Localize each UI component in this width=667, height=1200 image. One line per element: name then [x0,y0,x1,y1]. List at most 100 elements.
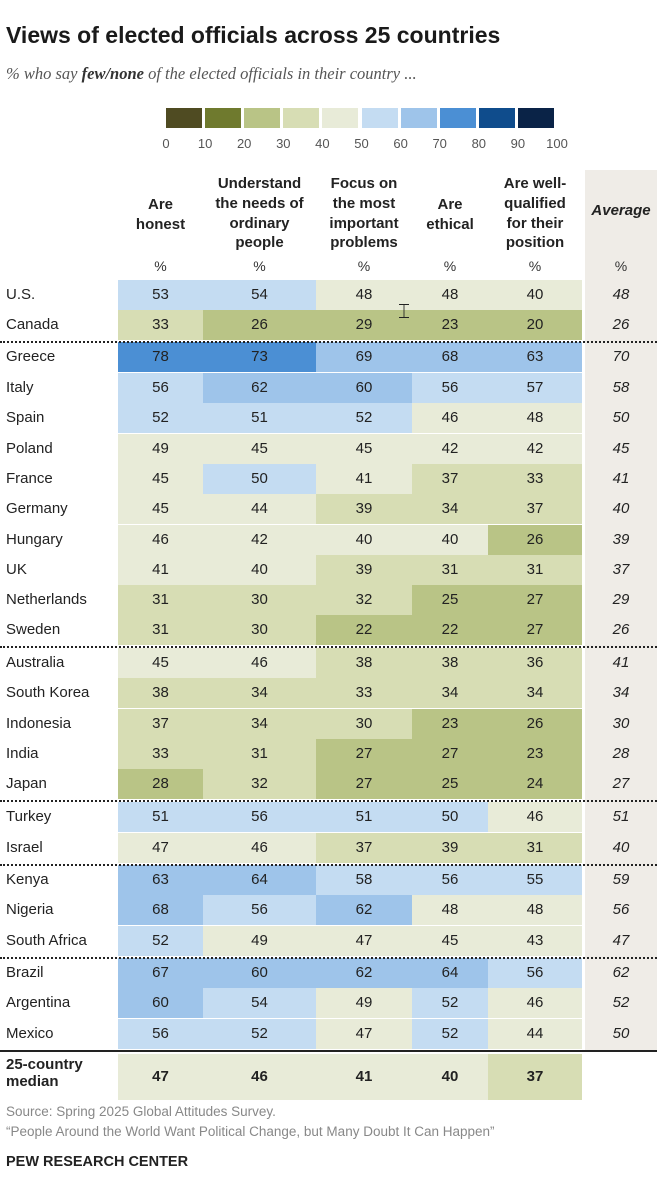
row-label: Australia [6,654,65,671]
table-cell: 56 [118,1019,203,1049]
table-cell: 27 [488,585,582,615]
table-cell: 45 [118,648,203,678]
table-cell: 41 [316,464,412,494]
table-cell: 46 [412,403,488,433]
table-cell: 51 [316,802,412,832]
average-cell: 29 [612,591,630,608]
average-cell: 48 [612,286,630,303]
row-label: Canada [6,316,59,333]
table-cell: 38 [316,648,412,678]
average-cell: 26 [612,621,630,638]
table-cell: 45 [412,926,488,956]
table-cell: 60 [316,373,412,403]
text-cursor-icon: ⌶ [398,301,410,323]
table-cell: 40 [316,525,412,555]
table-cell: 45 [118,494,203,524]
table-cell: 56 [412,865,488,895]
table-cell: 46 [488,988,582,1018]
table-cell: 34 [203,709,316,739]
table-cell: 68 [412,342,488,372]
region-separator [0,864,657,866]
table-cell: 49 [316,988,412,1018]
table-cell: 56 [488,958,582,988]
row-label: India [6,745,39,762]
table-cell: 47 [118,833,203,863]
table-cell: 50 [203,464,316,494]
table-cell: 41 [118,555,203,585]
row-label: Sweden [6,621,61,638]
row-label: Hungary [6,531,63,548]
table-cell: 52 [118,926,203,956]
average-cell: 51 [612,808,630,825]
table-cell: 43 [488,926,582,956]
table-cell: 22 [316,615,412,645]
table-cell: 26 [488,709,582,739]
average-cell: 30 [612,715,630,732]
table-cell: 24 [488,769,582,799]
table-cell: 33 [316,678,412,708]
legend-swatch-0 [166,108,202,128]
table-cell: 52 [316,403,412,433]
source-note: Source: Spring 2025 Global Attitudes Sur… [6,1102,495,1141]
table-cell: 44 [203,494,316,524]
column-unit-label: % [614,258,628,274]
average-cell: 40 [612,839,630,856]
subtitle-suffix: of the elected officials in their countr… [143,64,417,83]
legend-swatch-5 [361,108,398,128]
average-cell: 50 [612,1025,630,1042]
table-cell: 42 [488,434,582,464]
table-cell: 31 [203,739,316,769]
table-cell: 52 [412,1019,488,1049]
average-column-background [585,170,657,1050]
row-label: U.S. [6,286,36,303]
table-cell: 34 [412,678,488,708]
legend-tick: 30 [276,136,291,151]
median-cell: 37 [488,1054,582,1100]
table-cell: 37 [118,709,203,739]
row-label: Italy [6,379,34,396]
source-text: Source: Spring 2025 Global Attitudes Sur… [6,1104,276,1119]
table-cell: 48 [412,895,488,925]
table-cell: 33 [118,739,203,769]
row-label: Netherlands [6,591,87,608]
row-label: Indonesia [6,715,72,732]
legend-tick: 80 [471,136,487,151]
legend-tick: 70 [432,136,447,151]
row-label: UK [6,561,27,578]
table-cell: 37 [412,464,488,494]
column-header-3: Are ethical [426,196,474,233]
table-cell: 48 [316,280,412,310]
table-cell: 53 [118,280,203,310]
table-cell: 50 [412,802,488,832]
table-cell: 27 [316,769,412,799]
table-cell: 40 [412,525,488,555]
table-cell: 25 [412,769,488,799]
table-cell: 56 [203,895,316,925]
legend-swatch-1 [205,108,242,128]
row-label: Brazil [6,964,44,981]
table-cell: 51 [203,403,316,433]
table-cell: 49 [203,926,316,956]
row-label: Spain [6,409,45,426]
table-cell: 29 [316,310,412,340]
row-label: Argentina [6,994,71,1011]
table-cell: 48 [412,280,488,310]
table-cell: 20 [488,310,582,340]
average-cell: 56 [612,901,630,918]
table-cell: 27 [488,615,582,645]
column-unit-label: % [154,258,167,274]
column-unit-label: % [443,258,457,274]
column-header-4: Are well-qualified for their position [503,175,567,252]
legend-tick: 0 [162,136,170,151]
table-cell: 23 [412,310,488,340]
table-cell: 52 [118,403,203,433]
table-cell: 23 [412,709,488,739]
table-cell: 33 [488,464,582,494]
subtitle-bold: few/none [81,64,144,83]
median-label-line-1: 25-country [6,1056,83,1073]
table-cell: 78 [118,342,203,372]
subtitle-prefix: % who say [6,64,82,83]
table-cell: 34 [203,678,316,708]
table-cell: 32 [316,585,412,615]
table-cell: 27 [316,739,412,769]
